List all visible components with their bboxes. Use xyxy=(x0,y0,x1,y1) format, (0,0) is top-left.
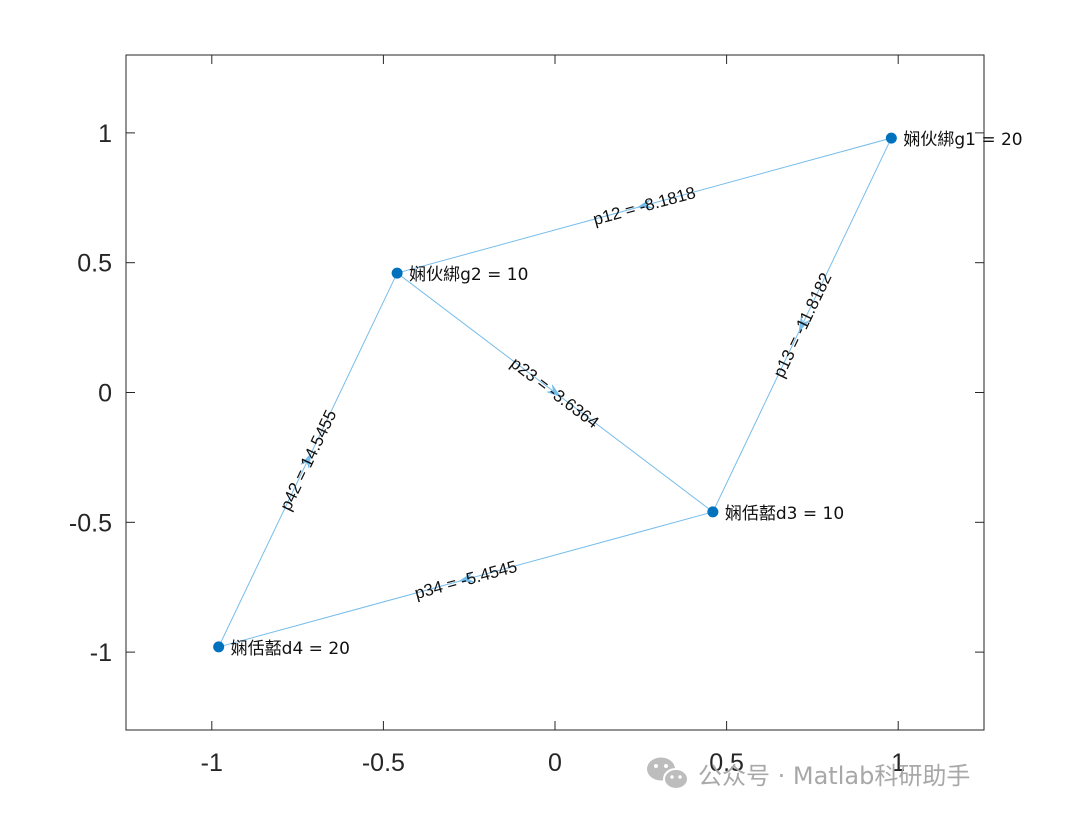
edge-label: p42 = 14.5455 xyxy=(276,407,340,514)
x-tick-label: 1 xyxy=(891,749,905,777)
y-tick-label: 0 xyxy=(98,380,112,408)
edge-arrowhead xyxy=(546,384,562,398)
edge-g2-d3: p23 = -3.6364 xyxy=(396,272,714,513)
edge-arrowhead xyxy=(798,316,810,333)
node-marker xyxy=(391,267,403,279)
nodes-layer: 娴伙綁g1 = 20 娴伙綁g2 = 10 娴佸嚭d3 = 10 娴佸嚭d4 = 20 xyxy=(213,130,1023,659)
x-tick-label: -1 xyxy=(201,749,223,777)
edge-label: p23 = -3.6364 xyxy=(507,354,603,433)
edge-label: p34 = -5.4545 xyxy=(413,557,520,603)
node-label: 娴伙綁g2 = 10 xyxy=(409,265,528,285)
edges-layer: p12 = -8.1818 p13 = -11.8182 p23 = -3.6364… xyxy=(218,137,892,648)
node-marker xyxy=(707,506,719,518)
y-tick-label: 1 xyxy=(98,120,112,148)
x-tick-label: 0.5 xyxy=(709,749,744,777)
edge-d3-d4: p34 = -5.4545 xyxy=(218,511,714,648)
node-label: 娴佸嚭d4 = 20 xyxy=(231,639,350,659)
node-d3: 娴佸嚭d3 = 10 xyxy=(707,504,844,524)
edge-label: p12 = -8.1818 xyxy=(591,183,698,229)
node-marker xyxy=(885,132,897,144)
node-g1: 娴伙綁g1 = 20 xyxy=(885,130,1023,150)
edge-arrowhead xyxy=(300,452,312,469)
node-d4: 娴佸嚭d4 = 20 xyxy=(213,639,350,659)
watermark-text: 公众号 · Matlab科研助手 xyxy=(698,762,970,790)
y-tick-label: -1 xyxy=(90,639,112,667)
axes-box xyxy=(125,54,985,731)
edge-g1-g2: p12 = -8.1818 xyxy=(396,137,892,274)
y-tick-label: 0.5 xyxy=(77,250,112,278)
edge-arrowhead xyxy=(458,572,474,583)
node-label: 娴佸嚭d3 = 10 xyxy=(725,504,844,524)
edge-g1-d3: p13 = -11.8182 xyxy=(712,137,892,513)
x-tick-label: -0.5 xyxy=(362,749,405,777)
x-tick-label: 0 xyxy=(548,749,562,777)
edge-label: p13 = -11.8182 xyxy=(770,270,836,381)
node-label: 娴伙綁g1 = 20 xyxy=(903,130,1022,150)
y-tick-label: -0.5 xyxy=(69,509,112,537)
watermark: 公众号 · Matlab科研助手 xyxy=(647,757,970,790)
node-marker xyxy=(213,641,225,653)
edge-arrowhead xyxy=(636,199,653,209)
node-g2: 娴伙綁g2 = 10 xyxy=(391,265,528,285)
tick-labels: -1 -0.5 0 0.5 1 1 0.5 0 -0.5 -1 xyxy=(69,120,905,777)
edge-d4-g2: p42 = 14.5455 xyxy=(218,272,398,648)
wechat-icon xyxy=(647,757,689,790)
